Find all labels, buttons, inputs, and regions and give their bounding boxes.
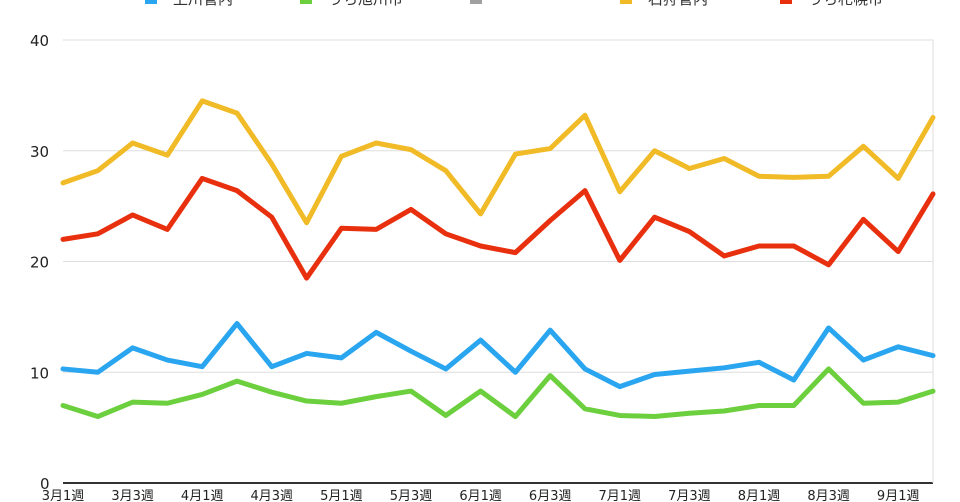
y-tick-label: 0 [40, 475, 50, 493]
y-tick-label: 30 [30, 143, 49, 161]
legend-swatch [620, 0, 632, 4]
x-tick-label: 4月3週 [251, 489, 294, 502]
legend-label: 上川管内 [173, 0, 233, 8]
x-tick-label: 9月1週 [877, 489, 920, 502]
y-tick-label: 10 [30, 364, 49, 382]
y-tick-label: 40 [30, 32, 49, 50]
x-tick-label: 4月1週 [181, 489, 224, 502]
x-tick-label: 7月1週 [599, 489, 642, 502]
series-line-3 [60, 98, 936, 226]
legend-swatch [470, 0, 482, 4]
series-line-4 [60, 175, 936, 281]
legend-swatch [780, 0, 792, 4]
legend-label: 石狩管内 [648, 0, 708, 8]
x-tick-label: 7月3週 [668, 489, 711, 502]
x-tick-label: 6月1週 [459, 489, 502, 502]
series-line-1 [60, 366, 936, 420]
x-tick-label: 8月1週 [738, 489, 781, 502]
x-tick-label: 8月3週 [807, 489, 850, 502]
legend-swatch [145, 0, 157, 4]
legend-label: うち札幌市 [808, 0, 883, 8]
x-tick-label: 6月3週 [529, 489, 572, 502]
y-tick-label: 20 [30, 254, 49, 272]
legend-swatch [300, 0, 312, 4]
series-line-0 [60, 321, 936, 390]
x-tick-label: 3月1週 [42, 489, 85, 502]
x-tick-label: 5月1週 [320, 489, 363, 502]
x-tick-label: 3月3週 [111, 489, 154, 502]
legend-label: うち旭川市 [328, 0, 403, 8]
x-tick-label: 5月3週 [390, 489, 433, 502]
